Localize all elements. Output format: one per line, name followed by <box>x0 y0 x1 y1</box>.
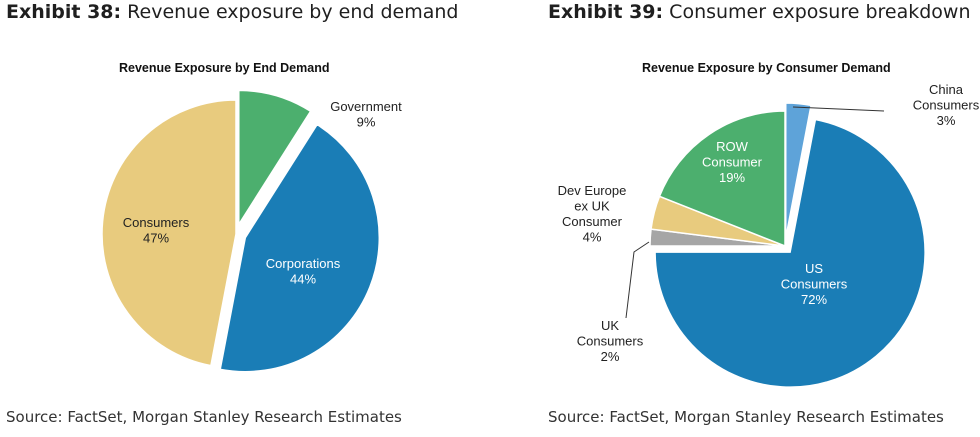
chart-title: Revenue Exposure by End Demand <box>119 61 330 75</box>
slice-label-dev-europe-ex-uk-consumer: Dev Europe ex UK Consumer 4% <box>558 183 627 245</box>
leader-line-uk-consumers <box>625 241 650 319</box>
exhibit-caption: Revenue exposure by end demand <box>127 1 459 23</box>
exhibit-39: Exhibit 39: Consumer exposure breakdown … <box>548 0 980 437</box>
chart-title: Revenue Exposure by Consumer Demand <box>642 61 891 75</box>
leader-line-china-consumers <box>792 106 885 112</box>
slice-label-china-consumers: China Consumers 3% <box>913 82 980 128</box>
pie-slice-government <box>238 89 312 227</box>
pie-slice-row-consumer <box>658 110 786 248</box>
slice-label-corporations: Corporations 44% <box>266 256 341 287</box>
exhibit-number: Exhibit 39: <box>548 1 664 23</box>
source-note: Source: FactSet, Morgan Stanley Research… <box>6 408 402 426</box>
slice-label-consumers: Consumers 47% <box>123 215 190 246</box>
pie-slice-china-consumers <box>785 102 812 239</box>
pie-slice-corporations <box>219 123 381 373</box>
slice-label-uk-consumers: UK Consumers 2% <box>577 318 644 364</box>
exhibit-title: Exhibit 38: Revenue exposure by end dema… <box>6 1 458 23</box>
slice-label-us-consumers: US Consumers 72% <box>781 261 848 307</box>
pie-chart-consumer-demand: China Consumers 3% US Consumers 72% UK Consumer… <box>558 82 980 388</box>
pie-slice-consumers <box>101 99 237 367</box>
slice-label-government: Government 9% <box>330 99 402 130</box>
exhibit-number: Exhibit 38: <box>6 1 122 23</box>
exhibit-title: Exhibit 39: Consumer exposure breakdown <box>548 1 971 23</box>
exhibit-caption: Consumer exposure breakdown <box>669 1 971 23</box>
pie-slice-us-consumers <box>654 118 926 388</box>
source-note: Source: FactSet, Morgan Stanley Research… <box>548 408 944 426</box>
pie-chart-end-demand: Government 9% Corporations 44% Consumers 47% <box>101 89 402 373</box>
slice-label-row-consumer: ROW Consumer 19% <box>702 139 763 185</box>
exhibit-38: Exhibit 38: Revenue exposure by end dema… <box>6 0 458 437</box>
